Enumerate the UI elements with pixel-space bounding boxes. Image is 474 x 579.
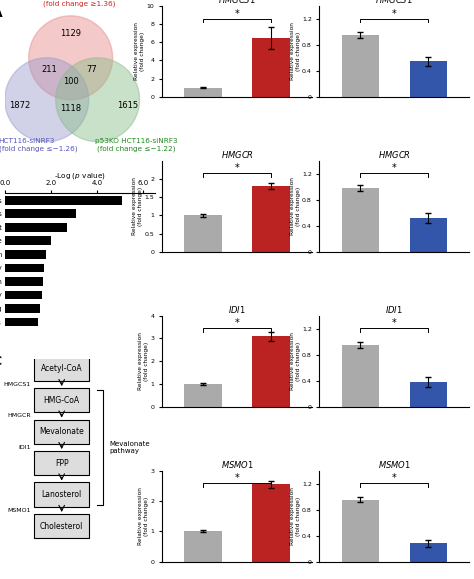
- Text: HCT116-siNRF3
(fold change ≤−1.26): HCT116-siNRF3 (fold change ≤−1.26): [0, 138, 77, 152]
- Bar: [410, 218, 447, 252]
- FancyBboxPatch shape: [34, 420, 90, 444]
- Text: *: *: [235, 473, 239, 483]
- Bar: [252, 38, 290, 97]
- Bar: [5, 250, 46, 259]
- Text: H1299-oeNRF3
(fold change ≥1.36): H1299-oeNRF3 (fold change ≥1.36): [44, 0, 116, 7]
- Title: $\it{HMGCS1}$: $\it{HMGCS1}$: [375, 0, 413, 5]
- Text: 1118: 1118: [60, 104, 81, 113]
- FancyBboxPatch shape: [34, 388, 90, 412]
- Text: *: *: [392, 163, 397, 174]
- Bar: [342, 188, 379, 252]
- Bar: [410, 382, 447, 406]
- Text: *: *: [235, 9, 239, 19]
- Bar: [5, 263, 44, 272]
- Title: $\it{MSMO1}$: $\it{MSMO1}$: [220, 459, 254, 470]
- Text: 77: 77: [86, 65, 97, 74]
- Bar: [5, 318, 38, 327]
- Text: 1872: 1872: [9, 101, 30, 110]
- Text: *: *: [235, 318, 239, 328]
- Bar: [342, 35, 379, 97]
- Text: FPP: FPP: [55, 459, 69, 468]
- Text: Lanosterol: Lanosterol: [42, 490, 82, 499]
- Text: 1129: 1129: [60, 30, 81, 38]
- Title: $\it{MSMO1}$: $\it{MSMO1}$: [378, 459, 411, 470]
- Y-axis label: Relative expression
(fold change): Relative expression (fold change): [135, 23, 146, 80]
- Text: Mevalonate: Mevalonate: [39, 427, 84, 436]
- Text: p53KO HCT116-siNRF3
(fold change ≤−1.22): p53KO HCT116-siNRF3 (fold change ≤−1.22): [95, 138, 178, 152]
- Bar: [184, 384, 222, 406]
- Bar: [342, 500, 379, 562]
- Y-axis label: Relative expression
(fold change): Relative expression (fold change): [290, 23, 301, 80]
- Text: HMGCR: HMGCR: [7, 413, 31, 419]
- Bar: [5, 196, 122, 204]
- Bar: [252, 484, 290, 562]
- Bar: [252, 336, 290, 406]
- Text: 1615: 1615: [117, 101, 138, 110]
- FancyBboxPatch shape: [34, 451, 90, 475]
- Bar: [410, 544, 447, 562]
- Text: Mevalonate
pathway: Mevalonate pathway: [109, 441, 149, 454]
- Text: MSMO1: MSMO1: [8, 508, 31, 513]
- Bar: [342, 345, 379, 406]
- Circle shape: [29, 16, 113, 100]
- Y-axis label: Relative expression
(fold change): Relative expression (fold change): [133, 177, 143, 235]
- Bar: [184, 532, 222, 562]
- Title: $\it{HMGCR}$: $\it{HMGCR}$: [220, 149, 254, 160]
- Text: A: A: [0, 7, 2, 20]
- Text: HMG-CoA: HMG-CoA: [44, 395, 80, 405]
- Bar: [5, 223, 67, 232]
- Circle shape: [5, 58, 89, 142]
- Title: $\it{HMGCS1}$: $\it{HMGCS1}$: [218, 0, 256, 5]
- Text: *: *: [392, 9, 397, 19]
- Text: HMGCS1: HMGCS1: [4, 382, 31, 387]
- Title: $\it{HMGCR}$: $\it{HMGCR}$: [378, 149, 411, 160]
- Title: $\it{IDI1}$: $\it{IDI1}$: [385, 304, 403, 315]
- Bar: [5, 210, 76, 218]
- Title: $\it{IDI1}$: $\it{IDI1}$: [228, 304, 246, 315]
- Text: C: C: [0, 354, 2, 368]
- Text: Cholesterol: Cholesterol: [40, 522, 83, 530]
- Bar: [5, 236, 51, 245]
- Text: Acetyl-CoA: Acetyl-CoA: [41, 364, 82, 373]
- Bar: [5, 291, 42, 299]
- Bar: [252, 186, 290, 252]
- Bar: [184, 88, 222, 97]
- Text: 211: 211: [42, 65, 57, 74]
- Text: *: *: [392, 473, 397, 483]
- Bar: [410, 61, 447, 97]
- FancyBboxPatch shape: [34, 357, 90, 381]
- Text: 100: 100: [63, 77, 79, 86]
- Text: *: *: [392, 318, 397, 328]
- Text: IDI1: IDI1: [18, 445, 31, 450]
- Y-axis label: Relative expression
(fold change): Relative expression (fold change): [290, 332, 301, 390]
- Y-axis label: Relative expression
(fold change): Relative expression (fold change): [138, 487, 149, 545]
- Y-axis label: Relative expression
(fold change): Relative expression (fold change): [290, 177, 301, 235]
- Bar: [5, 304, 40, 313]
- FancyBboxPatch shape: [34, 514, 90, 538]
- X-axis label: -Log ($p$ value): -Log ($p$ value): [54, 171, 106, 181]
- Bar: [5, 277, 43, 286]
- FancyBboxPatch shape: [34, 482, 90, 507]
- Y-axis label: Relative expression
(fold change): Relative expression (fold change): [138, 332, 149, 390]
- Y-axis label: Relative expression
(fold change): Relative expression (fold change): [290, 487, 301, 545]
- Bar: [184, 215, 222, 252]
- Text: *: *: [235, 163, 239, 174]
- Circle shape: [55, 58, 140, 142]
